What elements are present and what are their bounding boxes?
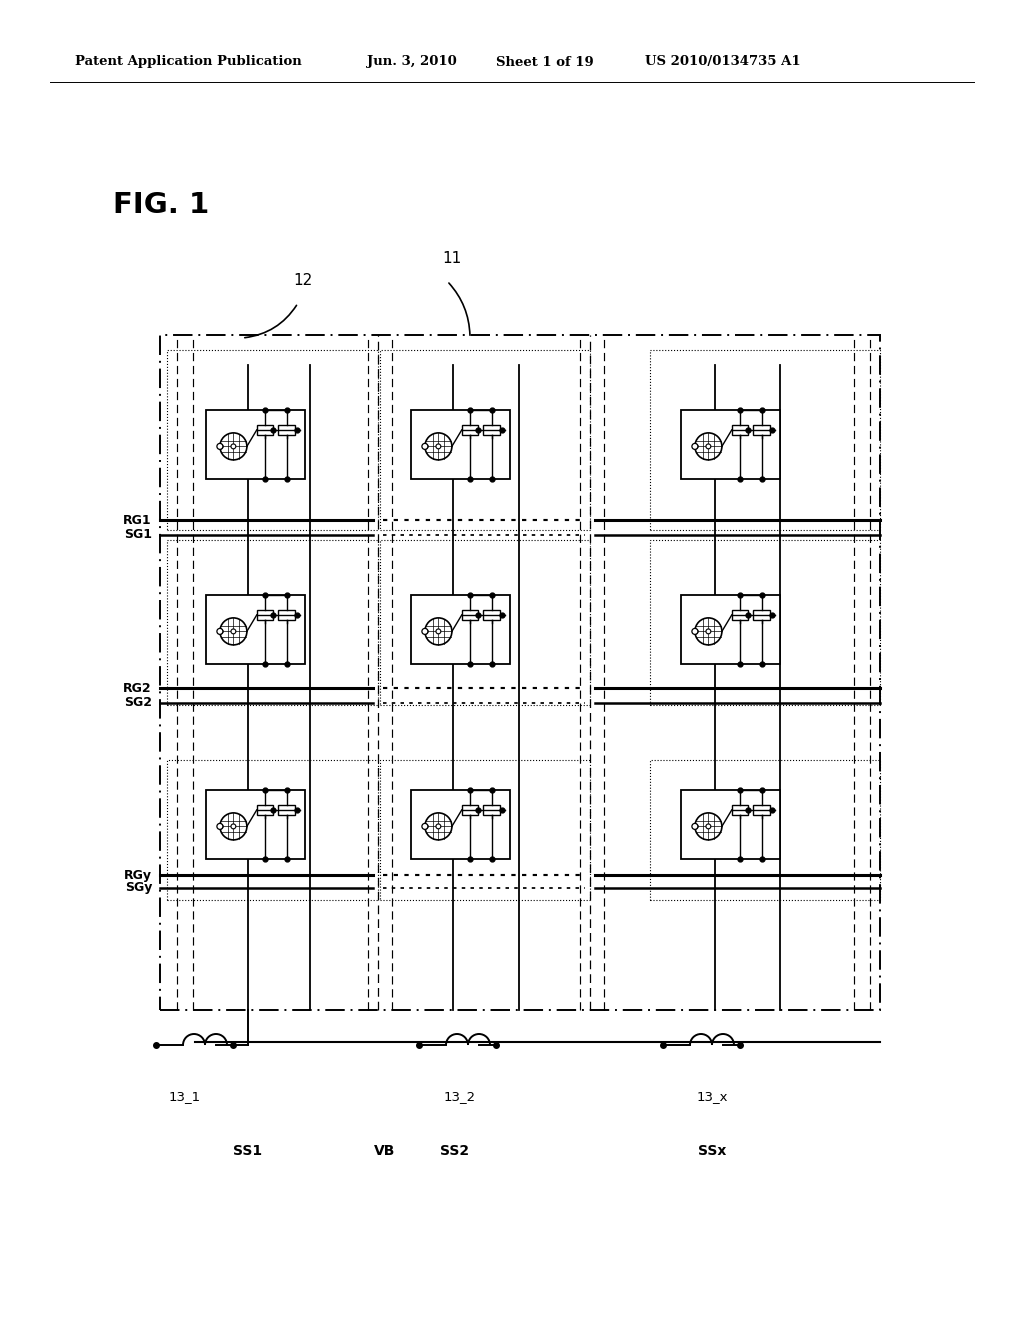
Bar (754, 425, 770, 434)
Bar (380, 540, 590, 705)
Circle shape (220, 813, 247, 840)
Circle shape (436, 824, 440, 829)
Circle shape (220, 433, 247, 459)
Circle shape (425, 618, 452, 645)
Bar (167, 760, 378, 900)
Bar (279, 805, 295, 814)
Bar (160, 335, 880, 1010)
Circle shape (425, 813, 452, 840)
Bar (411, 791, 510, 859)
Circle shape (217, 444, 223, 449)
Text: SSx: SSx (697, 1144, 726, 1158)
Bar (483, 610, 500, 619)
Bar (167, 350, 378, 531)
Circle shape (217, 628, 223, 635)
Text: US 2010/0134735 A1: US 2010/0134735 A1 (645, 55, 801, 69)
Circle shape (217, 824, 223, 829)
Circle shape (231, 824, 236, 829)
Text: VB: VB (375, 1144, 395, 1158)
Circle shape (706, 824, 711, 829)
FancyArrowPatch shape (449, 282, 470, 335)
Circle shape (231, 628, 236, 634)
Bar (257, 425, 273, 434)
Bar (167, 540, 378, 705)
Circle shape (695, 433, 722, 459)
Bar (483, 425, 500, 434)
Circle shape (436, 444, 440, 449)
Circle shape (695, 813, 722, 840)
Circle shape (422, 824, 428, 829)
Bar (681, 791, 779, 859)
Text: RG2: RG2 (123, 681, 152, 694)
Bar (681, 411, 779, 479)
Bar (411, 411, 510, 479)
Bar (681, 595, 779, 664)
Circle shape (692, 824, 698, 829)
Bar (732, 425, 748, 434)
Text: FIG. 1: FIG. 1 (113, 191, 209, 219)
Bar (483, 805, 500, 814)
Circle shape (706, 444, 711, 449)
Circle shape (436, 628, 440, 634)
Bar (650, 540, 880, 705)
Text: SS2: SS2 (440, 1144, 470, 1158)
Circle shape (231, 444, 236, 449)
Text: Jun. 3, 2010: Jun. 3, 2010 (367, 55, 457, 69)
Bar (754, 805, 770, 814)
Bar (462, 805, 478, 814)
Bar (650, 350, 880, 531)
Text: Sheet 1 of 19: Sheet 1 of 19 (496, 55, 594, 69)
FancyArrowPatch shape (245, 305, 297, 338)
Bar (462, 425, 478, 434)
Bar (754, 610, 770, 619)
Circle shape (422, 444, 428, 449)
Circle shape (425, 433, 452, 459)
Text: RG1: RG1 (123, 513, 152, 527)
Bar (257, 610, 273, 619)
Bar (380, 760, 590, 900)
Bar (732, 610, 748, 619)
Circle shape (422, 628, 428, 635)
Bar (206, 411, 304, 479)
Text: 13_1: 13_1 (169, 1090, 201, 1104)
Circle shape (706, 628, 711, 634)
Bar (279, 610, 295, 619)
Text: SGy: SGy (125, 882, 152, 895)
Bar (257, 805, 273, 814)
Text: 12: 12 (293, 273, 312, 288)
Circle shape (220, 618, 247, 645)
Text: 11: 11 (442, 251, 462, 267)
Bar (206, 595, 304, 664)
Bar (206, 791, 304, 859)
Bar (279, 425, 295, 434)
Bar (411, 595, 510, 664)
Bar (732, 805, 748, 814)
Circle shape (692, 628, 698, 635)
Circle shape (695, 618, 722, 645)
Bar (462, 610, 478, 619)
Text: SG1: SG1 (124, 528, 152, 541)
Bar (650, 760, 880, 900)
Text: SS1: SS1 (233, 1144, 262, 1158)
Text: RGy: RGy (124, 869, 152, 882)
Circle shape (692, 444, 698, 449)
Text: SG2: SG2 (124, 697, 152, 710)
Text: 13_x: 13_x (696, 1090, 728, 1104)
Text: 13_2: 13_2 (444, 1090, 476, 1104)
Bar (380, 350, 590, 531)
Text: Patent Application Publication: Patent Application Publication (75, 55, 302, 69)
